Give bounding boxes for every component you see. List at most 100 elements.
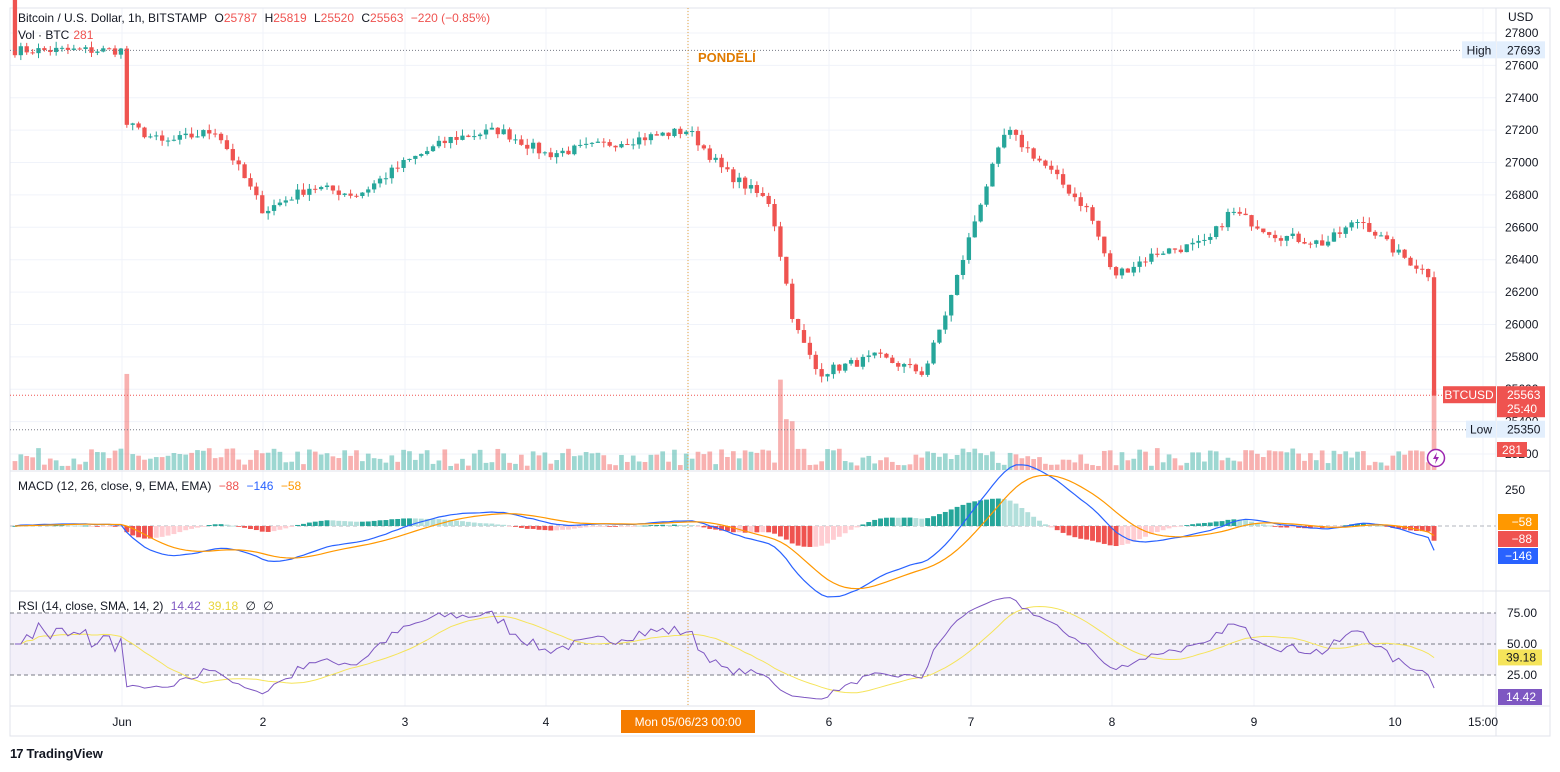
macd-hist-bar bbox=[212, 524, 218, 526]
macd-hist-bar bbox=[83, 525, 89, 527]
chart-frame bbox=[9, 7, 1551, 737]
rsi-title: RSI (14, close, SMA, 14, 2) bbox=[18, 599, 164, 613]
volume-value: 281 bbox=[73, 28, 94, 42]
candle-body bbox=[1166, 248, 1172, 254]
volume-bar bbox=[1078, 454, 1084, 470]
volume-bar bbox=[36, 448, 41, 470]
candle-body bbox=[218, 133, 224, 141]
macd-hist-bar bbox=[789, 526, 795, 544]
macd-hist-bar bbox=[1337, 526, 1343, 527]
candle-body bbox=[1043, 160, 1048, 166]
brand[interactable]: 17 TradingView bbox=[10, 746, 103, 761]
volume-bar bbox=[513, 463, 518, 470]
lightning-bolt-icon bbox=[1433, 452, 1439, 464]
volume-bar bbox=[395, 461, 401, 470]
macd-hist-bar bbox=[165, 526, 171, 536]
volume-bar bbox=[601, 455, 607, 470]
candle-body bbox=[448, 136, 453, 144]
candle-body bbox=[636, 137, 642, 145]
volume-bar bbox=[1184, 462, 1190, 470]
volume-bar bbox=[1131, 458, 1137, 470]
volume-bar bbox=[454, 463, 459, 470]
candle-body bbox=[954, 274, 960, 295]
candle-body bbox=[1331, 232, 1337, 242]
candle-body bbox=[183, 133, 188, 136]
macd-hist-bar bbox=[354, 521, 359, 526]
volume-bar bbox=[30, 457, 35, 470]
volume-bar bbox=[312, 451, 318, 470]
macd-hist-bar bbox=[507, 526, 513, 527]
macd-hist-bar bbox=[1095, 526, 1101, 543]
macd-hist-bar bbox=[524, 526, 530, 529]
macd-hist-bar bbox=[748, 526, 754, 533]
candle-body bbox=[772, 204, 777, 227]
volume-bar bbox=[1172, 458, 1178, 470]
macd-hist-bar bbox=[465, 521, 471, 526]
volume-bar bbox=[424, 450, 430, 470]
candle-body bbox=[554, 153, 559, 158]
candle-body bbox=[442, 140, 447, 144]
candle-body bbox=[937, 329, 942, 343]
candle-body bbox=[1007, 129, 1013, 135]
macd-hist-bar bbox=[171, 526, 177, 535]
candle-body bbox=[819, 369, 824, 377]
currency-label: USD bbox=[1508, 10, 1534, 24]
macd-hist-bar bbox=[777, 526, 783, 537]
volume-bar bbox=[795, 448, 801, 470]
volume-bar bbox=[230, 448, 236, 470]
macd-hist-bar bbox=[218, 524, 224, 526]
volume-bar bbox=[448, 465, 454, 470]
macd-lines bbox=[14, 464, 1435, 598]
volume-bar bbox=[159, 457, 165, 470]
macd-hist-bar bbox=[648, 525, 654, 526]
macd-hist-bar bbox=[1278, 526, 1284, 528]
volume-bar bbox=[277, 451, 283, 470]
volume-bar bbox=[624, 461, 630, 470]
macd-line-badge bbox=[1498, 548, 1538, 564]
close-label: C bbox=[361, 11, 371, 25]
volume-bar bbox=[1313, 460, 1319, 470]
macd-hist-bar bbox=[1331, 526, 1337, 527]
volume-bar bbox=[842, 461, 848, 470]
volume-bar bbox=[1308, 453, 1313, 470]
volume-bar bbox=[401, 449, 406, 470]
macd-hist-bar bbox=[801, 526, 807, 547]
macd-hist-bar bbox=[495, 524, 501, 526]
macd-hist-bar bbox=[960, 504, 966, 526]
volume-bar bbox=[413, 459, 418, 470]
macd-hist-bar bbox=[1231, 519, 1237, 526]
volume-bar bbox=[848, 462, 854, 470]
macd-line-value: −146 bbox=[246, 479, 274, 493]
volume-bar bbox=[1119, 452, 1125, 470]
candle-body bbox=[466, 135, 471, 137]
candle-body bbox=[1390, 239, 1395, 253]
volume-bar bbox=[1031, 459, 1036, 470]
macd-hist-bar bbox=[642, 525, 648, 527]
candle-body bbox=[95, 51, 100, 53]
volume-bar bbox=[218, 457, 224, 470]
candle-body bbox=[854, 360, 860, 367]
volume-bar bbox=[330, 456, 336, 470]
candle-body bbox=[377, 178, 383, 184]
macd-hist-bar bbox=[142, 526, 147, 539]
volume-bar bbox=[554, 460, 560, 470]
volume-bar bbox=[854, 465, 860, 470]
candle-body bbox=[795, 318, 801, 331]
candle-body bbox=[1172, 248, 1178, 250]
candle-body bbox=[778, 226, 783, 257]
candle-body bbox=[925, 363, 930, 375]
candle-body bbox=[648, 134, 654, 141]
macd-hist-bar bbox=[624, 526, 630, 527]
high-label: H bbox=[264, 11, 274, 25]
candle-body bbox=[277, 202, 283, 206]
time-axis: Jun 2 3 4 6 7 8 9 10 15:00 Mon 05/06/23 00:00 bbox=[112, 710, 1498, 733]
volume-bar bbox=[1231, 460, 1237, 470]
time-label-8: 8 bbox=[1109, 715, 1116, 729]
time-label-2: 2 bbox=[260, 715, 267, 729]
macd-hist-bar bbox=[248, 526, 253, 530]
volume-bar bbox=[1361, 451, 1366, 470]
macd-hist-bar bbox=[907, 517, 913, 526]
macd-hist-bar bbox=[766, 526, 772, 533]
candle-body bbox=[354, 195, 359, 197]
